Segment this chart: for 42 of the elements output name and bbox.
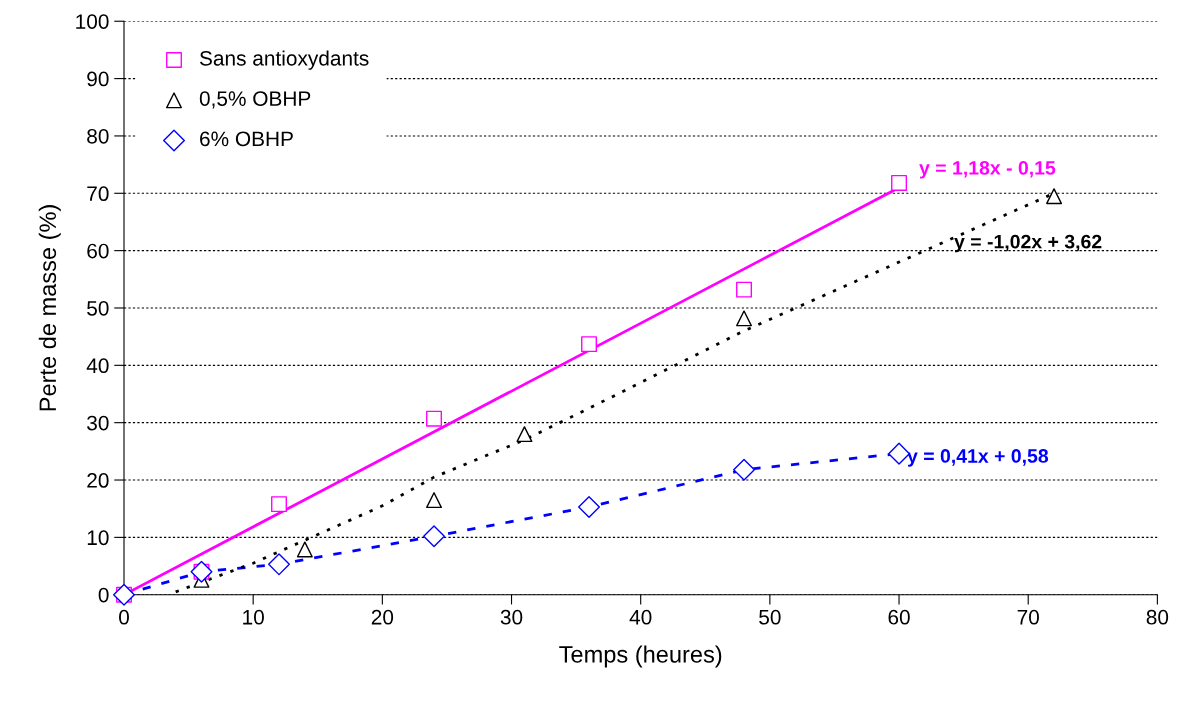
y-tick-label: 10 <box>87 530 109 546</box>
x-tick-label: 40 <box>629 609 652 625</box>
y-tick-label: 60 <box>87 243 109 259</box>
legend-label: Sans antioxydants <box>199 50 369 70</box>
point <box>268 553 291 576</box>
y-tick-label: 0 <box>98 587 109 603</box>
y-axis-title: Perte de masse (%) <box>38 205 61 411</box>
y-tick-label: 100 <box>76 14 109 29</box>
point <box>1046 188 1063 205</box>
x-tick-label: 80 <box>1146 609 1169 625</box>
annotation: y = 1,18x - 0,15 <box>919 161 1056 179</box>
y-tick-label: 40 <box>86 358 109 374</box>
point <box>426 410 442 427</box>
legend-label: 0,5% OBHP <box>199 91 311 109</box>
point <box>296 541 313 558</box>
point <box>736 310 753 327</box>
point <box>733 458 756 481</box>
point <box>423 525 446 548</box>
y-tick-label: 30 <box>87 415 109 431</box>
point <box>581 336 598 353</box>
point <box>578 495 601 518</box>
annotation: y = 0,41x + 0,58 <box>907 449 1049 467</box>
x-tick-label: 10 <box>243 609 264 625</box>
annotation: y = -1,02x + 3,62 <box>954 234 1102 253</box>
x-tick-label: 50 <box>759 609 781 625</box>
point <box>426 492 442 509</box>
point <box>891 174 908 191</box>
x-tick-label: 30 <box>500 609 523 625</box>
y-tick-label: 90 <box>87 71 109 87</box>
x-tick-label: 20 <box>371 609 394 625</box>
point <box>271 496 287 513</box>
legend-label: 6% OBHP <box>200 131 293 147</box>
y-tick-label: 80 <box>87 128 109 144</box>
x-axis-title: Temps (heures) <box>559 645 722 668</box>
y-tick-label: 50 <box>87 300 109 316</box>
x-tick-label: 0 <box>119 609 129 625</box>
point <box>736 281 753 298</box>
y-tick-label: 70 <box>87 186 109 202</box>
x-tick-label: 70 <box>1017 609 1039 625</box>
point <box>516 426 533 443</box>
y-tick-label: 20 <box>87 473 109 488</box>
x-tick-label: 60 <box>888 609 910 625</box>
